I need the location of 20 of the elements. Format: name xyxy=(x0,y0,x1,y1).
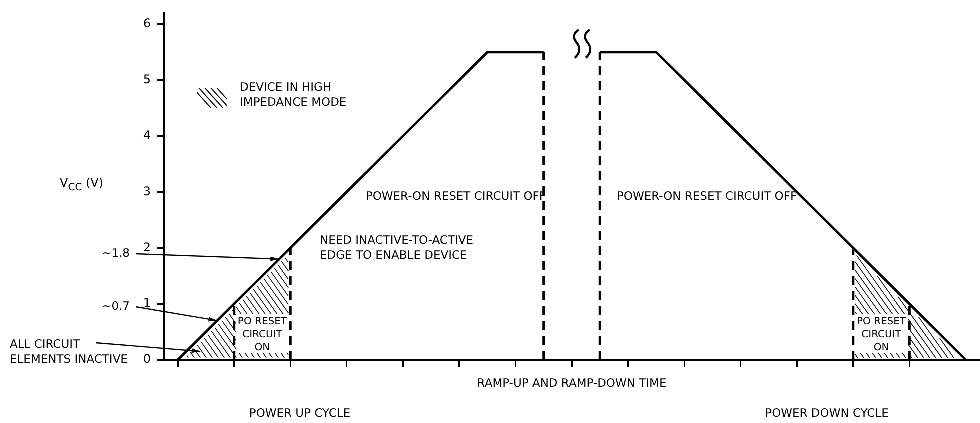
y-axis-title: V$_{CC}$ (V) xyxy=(60,176,104,194)
y-tick-label: 2 xyxy=(143,240,151,254)
text: POWER DOWN CYCLE xyxy=(765,406,889,420)
y-tick-label: 6 xyxy=(143,16,151,31)
text: ALL CIRCUIT ELEMENTS INACTIVE xyxy=(10,336,128,366)
y-tick-label: 0 xyxy=(143,352,151,366)
text: ~0.7 xyxy=(102,298,130,313)
x-axis-title: RAMP-UP AND RAMP-DOWN TIME xyxy=(477,376,667,390)
y-tick-label: 1 xyxy=(143,296,151,310)
text: ~1.8 xyxy=(102,246,130,260)
annotation: POWER-ON RESET CIRCUIT OFF xyxy=(366,188,546,203)
annotation: PO RESET CIRCUIT ON xyxy=(856,316,907,354)
annotation: NEED INACTIVE-TO-ACTIVE EDGE TO ENABLE DEVICE xyxy=(320,232,474,262)
annotation: PO RESET CIRCUIT ON xyxy=(238,316,288,354)
y-tick-label: 5 xyxy=(143,72,151,86)
y-tick-label: 4 xyxy=(143,128,151,142)
annotation: DEVICE IN HIGH IMPEDANCE MODE xyxy=(240,80,347,109)
annotation: POWER-ON RESET CIRCUIT OFF xyxy=(617,188,798,203)
text: POWER UP CYCLE xyxy=(249,406,351,420)
y-tick-label: 3 xyxy=(143,184,151,198)
